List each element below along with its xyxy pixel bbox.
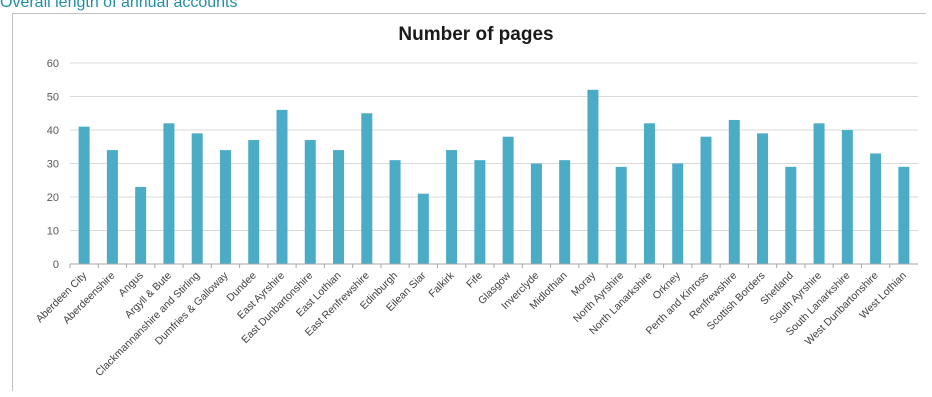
chart-frame — [12, 13, 926, 391]
x-axis — [69, 263, 918, 268]
bar — [813, 123, 825, 264]
bar — [672, 163, 684, 264]
y-tick-label: 20 — [47, 192, 59, 204]
page-heading: Overall length of annual accounts — [0, 0, 238, 11]
bar — [474, 160, 486, 264]
y-tick-label: 30 — [47, 159, 59, 171]
bar — [615, 166, 627, 264]
bar — [361, 113, 373, 264]
bar — [757, 133, 769, 264]
bar — [163, 123, 175, 264]
bar — [841, 130, 853, 264]
bar — [276, 109, 288, 265]
bar — [135, 186, 147, 264]
bar — [785, 166, 797, 264]
bar — [389, 160, 401, 264]
bar — [191, 133, 203, 264]
gridlines — [70, 62, 918, 231]
bars — [78, 89, 910, 265]
bar — [304, 140, 316, 264]
bar — [78, 126, 90, 265]
y-axis-ticks: 0 10 20 30 40 50 60 — [47, 58, 59, 271]
y-tick-label: 60 — [47, 58, 59, 70]
bar — [106, 150, 118, 264]
y-tick-label: 50 — [47, 92, 59, 104]
bar — [248, 140, 260, 264]
bar — [333, 150, 345, 264]
y-tick-label: 10 — [47, 226, 59, 238]
y-tick-label: 0 — [53, 259, 59, 271]
x-tick-label: Fife — [464, 270, 485, 291]
bar — [502, 136, 514, 264]
bar — [446, 150, 458, 264]
bar — [728, 119, 740, 264]
bar — [700, 136, 712, 264]
bar — [417, 193, 429, 264]
bar — [870, 153, 882, 264]
x-tick-label: Falkirk — [426, 269, 457, 300]
bar — [898, 166, 910, 264]
bar — [219, 150, 231, 264]
y-tick-label: 40 — [47, 125, 59, 137]
bar — [587, 89, 599, 264]
chart-title: Number of pages — [398, 24, 553, 45]
bar — [559, 160, 571, 264]
bar — [530, 163, 542, 264]
bar — [643, 123, 655, 264]
